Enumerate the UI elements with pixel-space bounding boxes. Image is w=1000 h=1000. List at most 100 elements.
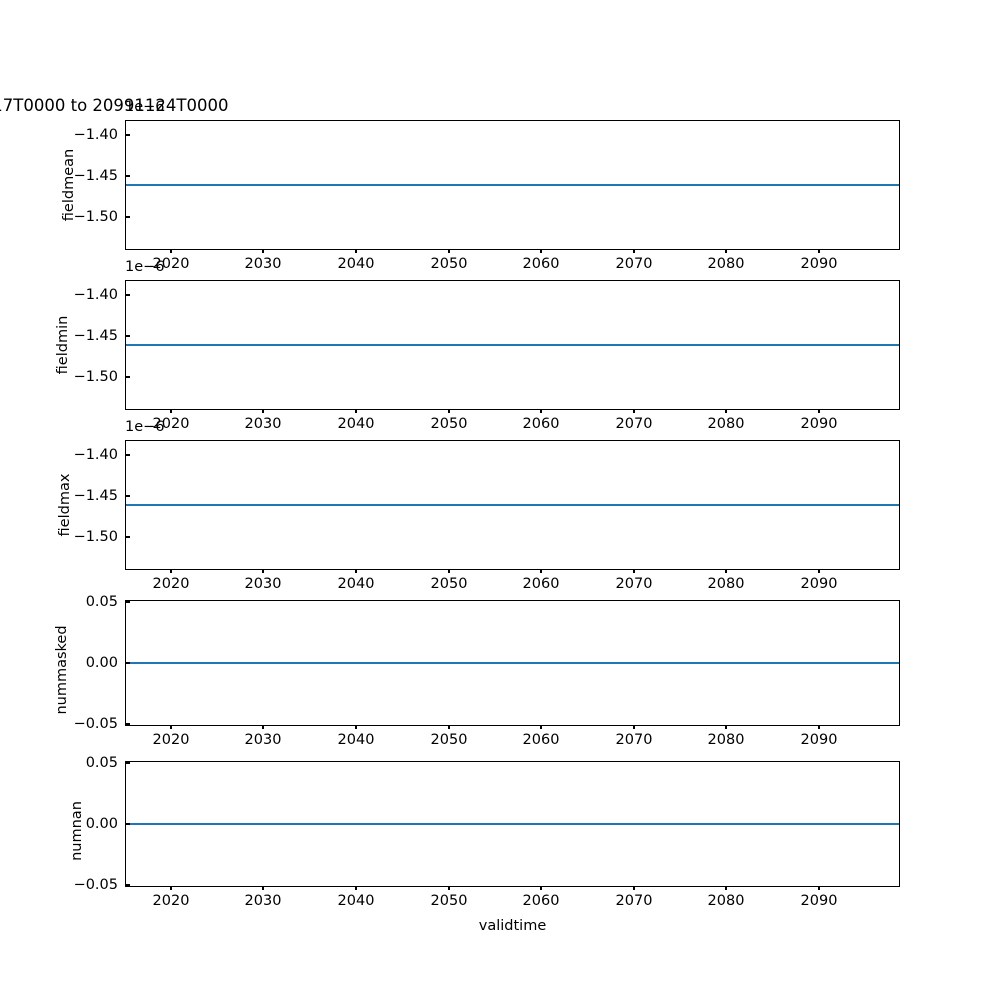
- xtick-mark: [355, 886, 357, 891]
- xtick-mark: [725, 569, 727, 574]
- panel-fieldmax: −1.40 −1.45 −1.50 2020 2030 2040 2050 20…: [74, 440, 900, 592]
- ytick-label: −1.50: [73, 528, 118, 545]
- ytick-mark: [126, 294, 131, 296]
- xtick-label: 2030: [244, 576, 282, 592]
- xtick-label: 2060: [522, 416, 560, 432]
- xtick-mark: [448, 886, 450, 891]
- xtick-mark: [540, 725, 542, 730]
- xtick-mark: [355, 569, 357, 574]
- xtick-mark: [633, 249, 635, 254]
- panel-fieldmean: −1.40 −1.45 −1.50 2020 2030 2040 2050 20…: [74, 120, 900, 272]
- ytick-mark: [126, 723, 131, 725]
- xtick-label: 2090: [800, 256, 838, 272]
- ytick-mark: [126, 884, 131, 886]
- xtick-mark: [448, 725, 450, 730]
- xtick-label: 2080: [707, 732, 745, 748]
- xtick-mark: [448, 249, 450, 254]
- xtick-label: 2070: [615, 576, 653, 592]
- ytick-mark: [126, 376, 131, 378]
- xtick-mark: [818, 249, 820, 254]
- data-line-fieldmax: [126, 504, 899, 507]
- xtick-label: 2080: [707, 893, 745, 909]
- xlabel: validtime: [478, 918, 547, 934]
- ytick-label: −1.45: [73, 487, 118, 504]
- xtick-label: 2070: [615, 893, 653, 909]
- xtick-label: 2070: [615, 732, 653, 748]
- ytick-mark: [126, 216, 131, 218]
- panel-nummasked: 0.05 0.00 −0.05 2020 2030 2040 2050 2060…: [74, 594, 900, 748]
- xtick-label: 2060: [522, 256, 560, 272]
- xtick-mark: [633, 886, 635, 891]
- xtick-mark: [725, 409, 727, 414]
- xtick-mark: [170, 886, 172, 891]
- xtick-mark: [170, 409, 172, 414]
- ytick-mark: [126, 536, 131, 538]
- xtick-label: 2020: [152, 256, 190, 272]
- ytick-mark: [126, 495, 131, 497]
- offset-text-fieldmean: 1e−6: [125, 99, 165, 115]
- xtick-label: 2040: [337, 256, 375, 272]
- ytick-mark: [126, 662, 131, 664]
- xtick-label: 2030: [244, 256, 282, 272]
- xtick-label: 2030: [244, 893, 282, 909]
- xtick-label: 2020: [152, 576, 190, 592]
- xtick-mark: [262, 725, 264, 730]
- ylabel-nummasked: nummasked: [54, 625, 70, 715]
- xtick-label: 2070: [615, 416, 653, 432]
- xtick-label: 2040: [337, 893, 375, 909]
- xtick-mark: [633, 725, 635, 730]
- xtick-label: 2050: [430, 416, 468, 432]
- ytick-mark: [126, 454, 131, 456]
- xtick-label: 2050: [430, 893, 468, 909]
- xtick-label: 2050: [430, 256, 468, 272]
- xtick-mark: [262, 886, 264, 891]
- ytick-label: −0.05: [73, 715, 118, 732]
- xtick-label: 2090: [800, 416, 838, 432]
- xtick-mark: [540, 409, 542, 414]
- xtick-label: 2090: [800, 732, 838, 748]
- xtick-mark: [633, 409, 635, 414]
- figure-title-text: siconca, lev=0, 20141217T0000 to 2099112…: [0, 96, 229, 115]
- xtick-label: 2020: [152, 732, 190, 748]
- xtick-mark: [818, 409, 820, 414]
- xtick-mark: [540, 569, 542, 574]
- xtick-label: 2080: [707, 256, 745, 272]
- xtick-label: 2060: [522, 893, 560, 909]
- ytick-label: −1.40: [73, 286, 118, 303]
- xtick-label: 2050: [430, 732, 468, 748]
- xtick-label: 2080: [707, 416, 745, 432]
- xtick-mark: [355, 249, 357, 254]
- data-line-numnan: [126, 823, 899, 826]
- ytick-label: −1.40: [73, 126, 118, 143]
- ytick-label: 0.05: [85, 593, 118, 610]
- offset-text-fieldmax: 1e−6: [125, 419, 165, 435]
- xtick-mark: [818, 569, 820, 574]
- xtick-label: 2090: [800, 576, 838, 592]
- ytick-label: −0.05: [73, 876, 118, 893]
- ytick-mark: [126, 335, 131, 337]
- xtick-mark: [448, 569, 450, 574]
- xtick-label: 2020: [152, 416, 190, 432]
- xtick-label: 2070: [615, 256, 653, 272]
- xtick-mark: [262, 249, 264, 254]
- panel-numnan: 0.05 0.00 −0.05 2020 2030 2040 2050 2060…: [74, 755, 900, 909]
- xtick-label: 2090: [800, 893, 838, 909]
- xtick-label: 2030: [244, 416, 282, 432]
- ytick-label: 0.00: [85, 815, 118, 832]
- xtick-label: 2060: [522, 732, 560, 748]
- xtick-mark: [818, 886, 820, 891]
- ytick-mark: [126, 823, 131, 825]
- xtick-mark: [355, 725, 357, 730]
- xtick-label: 2040: [337, 732, 375, 748]
- data-line-fieldmin: [126, 344, 899, 347]
- xtick-mark: [355, 409, 357, 414]
- xtick-mark: [448, 409, 450, 414]
- xtick-mark: [725, 725, 727, 730]
- xtick-mark: [540, 249, 542, 254]
- xtick-mark: [725, 886, 727, 891]
- ytick-label: 0.00: [85, 654, 118, 671]
- ytick-label: −1.50: [73, 208, 118, 225]
- offset-text-fieldmin: 1e−6: [125, 259, 165, 275]
- xtick-mark: [540, 886, 542, 891]
- figure-title: siconca, lev=0, 20141217T0000 to 2099112…: [0, 96, 1000, 115]
